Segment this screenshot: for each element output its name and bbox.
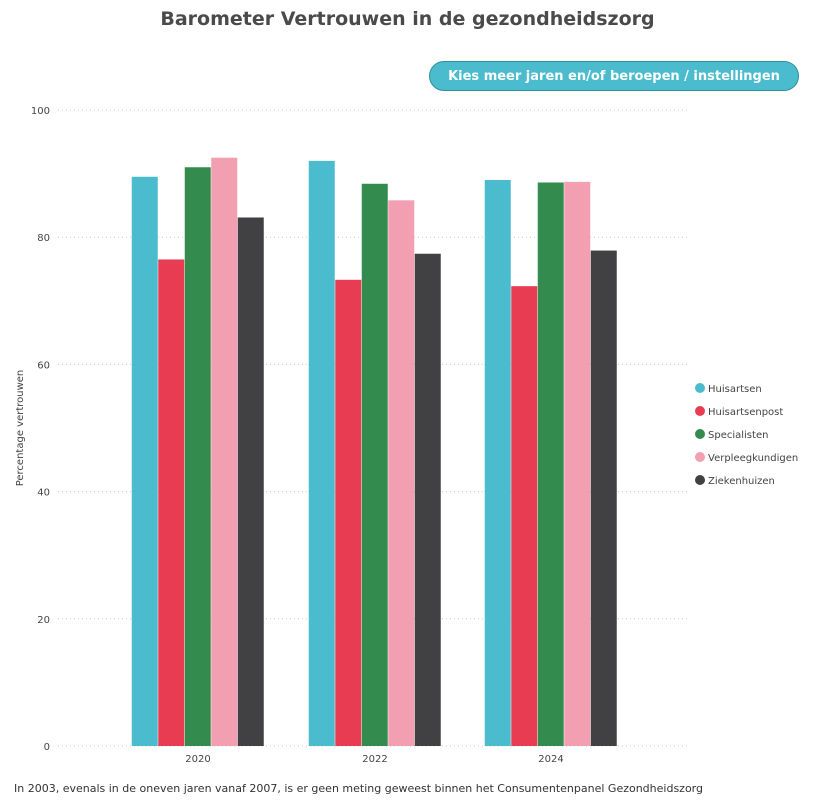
bar-huisartsen-2024 xyxy=(484,179,511,746)
y-tick-label: 100 xyxy=(31,106,50,117)
footnote: In 2003, evenals in de oneven jaren vana… xyxy=(14,782,703,795)
y-tick-label: 60 xyxy=(37,360,50,371)
bar-verpleegkundigen-2022 xyxy=(388,200,415,746)
y-tick-label: 20 xyxy=(37,615,50,626)
bar-huisartsenpost-2020 xyxy=(158,259,185,746)
legend-marker-specialisten xyxy=(695,429,705,439)
bar-huisartsen-2020 xyxy=(131,176,158,746)
bar-specialisten-2024 xyxy=(537,182,564,746)
x-tick-label: 2022 xyxy=(362,754,387,765)
y-tick-label: 0 xyxy=(44,742,50,753)
bar-specialisten-2020 xyxy=(184,167,211,747)
legend-label: Huisartsenpost xyxy=(708,407,783,418)
legend-marker-verpleegkundigen xyxy=(695,452,705,462)
select-years-button[interactable]: Kies meer jaren en/of beroepen / instell… xyxy=(429,61,799,91)
x-tick-label: 2024 xyxy=(538,754,563,765)
bar-specialisten-2022 xyxy=(361,183,388,746)
legend-marker-huisartsenpost xyxy=(695,406,705,416)
y-axis-label: Percentage vertrouwen xyxy=(15,370,26,487)
y-tick-label: 40 xyxy=(37,488,50,499)
bar-ziekenhuizen-2024 xyxy=(590,250,617,746)
bar-huisartsenpost-2022 xyxy=(335,279,362,746)
legend-label: Specialisten xyxy=(708,430,768,441)
bar-ziekenhuizen-2022 xyxy=(414,253,441,746)
legend-label: Huisartsen xyxy=(708,384,762,395)
legend-marker-ziekenhuizen xyxy=(695,475,705,485)
bar-ziekenhuizen-2020 xyxy=(237,217,264,746)
legend-label: Ziekenhuizen xyxy=(708,476,775,487)
x-tick-label: 2020 xyxy=(185,754,210,765)
chart-title: Barometer Vertrouwen in de gezondheidszo… xyxy=(160,8,655,30)
bar-verpleegkundigen-2024 xyxy=(564,181,591,747)
bar-huisartsen-2022 xyxy=(308,160,335,746)
legend-marker-huisartsen xyxy=(695,383,705,393)
bar-huisartsenpost-2024 xyxy=(511,286,538,746)
legend-label: Verpleegkundigen xyxy=(708,453,798,464)
bar-verpleegkundigen-2020 xyxy=(211,157,238,746)
y-tick-label: 80 xyxy=(37,233,50,244)
